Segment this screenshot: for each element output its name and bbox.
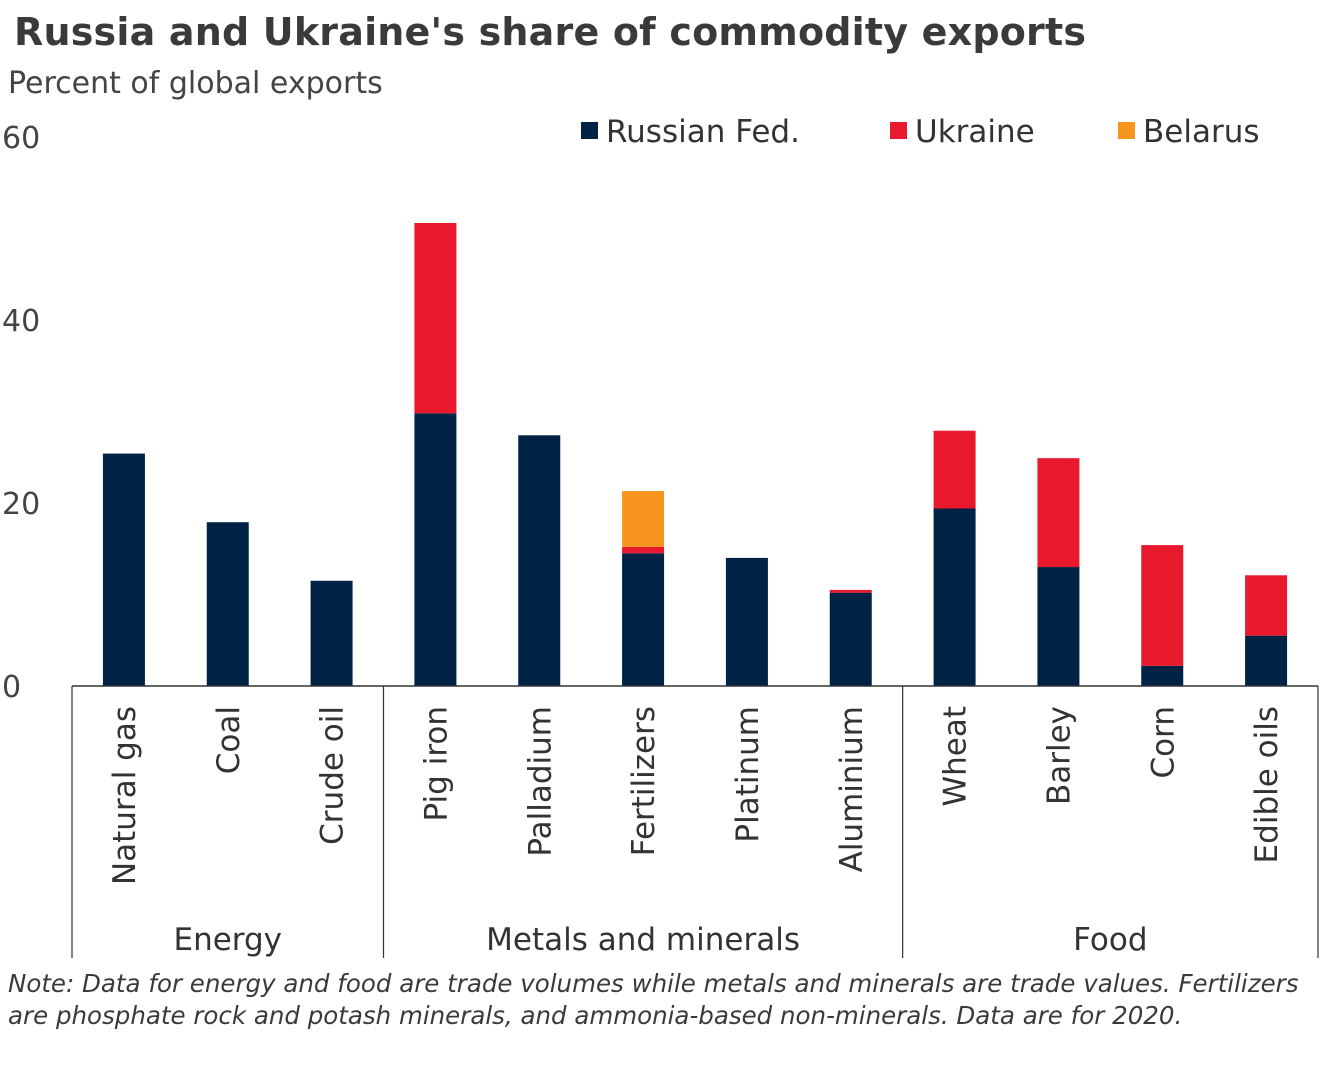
bar-aluminium-russian-fed — [829, 592, 872, 686]
category-label-wheat: Wheat — [938, 706, 974, 807]
bars — [102, 223, 1288, 686]
category-label-palladium: Palladium — [522, 706, 558, 857]
group-label-metals-and-minerals: Metals and minerals — [486, 922, 800, 958]
bar-natural-gas-russian-fed — [102, 453, 145, 686]
legend-swatch-belarus — [1118, 122, 1135, 139]
bar-pig-iron-russian-fed — [414, 413, 457, 686]
bar-edible-oils-ukraine — [1245, 575, 1288, 636]
y-axis-subtitle: Percent of global exports — [8, 66, 383, 101]
category-label-corn: Corn — [1145, 706, 1181, 778]
group-labels: Energy Metals and minerals Food — [173, 922, 1147, 958]
category-label-crude-oil: Crude oil — [315, 706, 351, 845]
bar-fertilizers-belarus — [622, 491, 665, 547]
bar-fertilizers-russian-fed — [622, 553, 665, 686]
bar-barley-ukraine — [1037, 458, 1080, 568]
bar-crude-oil-russian-fed — [310, 580, 353, 686]
bar-wheat-russian-fed — [933, 508, 976, 686]
bar-palladium-russian-fed — [518, 435, 561, 686]
y-axis-ticks: 0 20 40 60 — [2, 121, 40, 705]
bar-wheat-ukraine — [933, 430, 976, 509]
group-label-energy: Energy — [173, 922, 282, 958]
y-tick-label: 20 — [2, 487, 40, 522]
bar-aluminium-ukraine — [829, 589, 872, 593]
category-label-fertilizers: Fertilizers — [626, 706, 662, 856]
legend-label-russian-fed: Russian Fed. — [606, 114, 800, 150]
bar-corn-ukraine — [1141, 545, 1184, 666]
bar-corn-russian-fed — [1141, 665, 1184, 686]
category-labels: Natural gas Coal Crude oil Pig iron Palladiu… — [107, 706, 1285, 885]
bar-edible-oils-russian-fed — [1245, 635, 1288, 686]
bar-platinum-russian-fed — [725, 557, 768, 686]
legend: Russian Fed. Ukraine Belarus — [581, 114, 1260, 150]
legend-swatch-russian-fed — [581, 122, 598, 139]
bar-coal-russian-fed — [206, 522, 249, 686]
axes — [71, 685, 1319, 958]
bar-pig-iron-ukraine — [414, 223, 457, 414]
chart-title: Russia and Ukraine's share of commodity … — [14, 10, 1087, 54]
bar-fertilizers-ukraine — [622, 546, 665, 554]
category-label-aluminium: Aluminium — [834, 706, 870, 872]
legend-label-belarus: Belarus — [1143, 114, 1260, 150]
category-label-barley: Barley — [1041, 706, 1077, 805]
category-label-pig-iron: Pig iron — [418, 706, 454, 821]
bar-barley-russian-fed — [1037, 567, 1080, 686]
category-label-coal: Coal — [211, 706, 247, 774]
y-tick-label: 40 — [2, 304, 40, 339]
legend-swatch-ukraine — [890, 122, 907, 139]
category-label-platinum: Platinum — [730, 706, 766, 843]
y-tick-label: 60 — [2, 121, 40, 156]
category-label-edible-oils: Edible oils — [1249, 706, 1285, 863]
legend-label-ukraine: Ukraine — [915, 114, 1035, 150]
y-tick-label: 0 — [2, 670, 21, 705]
category-label-natural-gas: Natural gas — [107, 706, 143, 885]
footnote: Note: Data for energy and food are trade… — [8, 969, 1299, 1030]
group-label-food: Food — [1073, 922, 1147, 958]
